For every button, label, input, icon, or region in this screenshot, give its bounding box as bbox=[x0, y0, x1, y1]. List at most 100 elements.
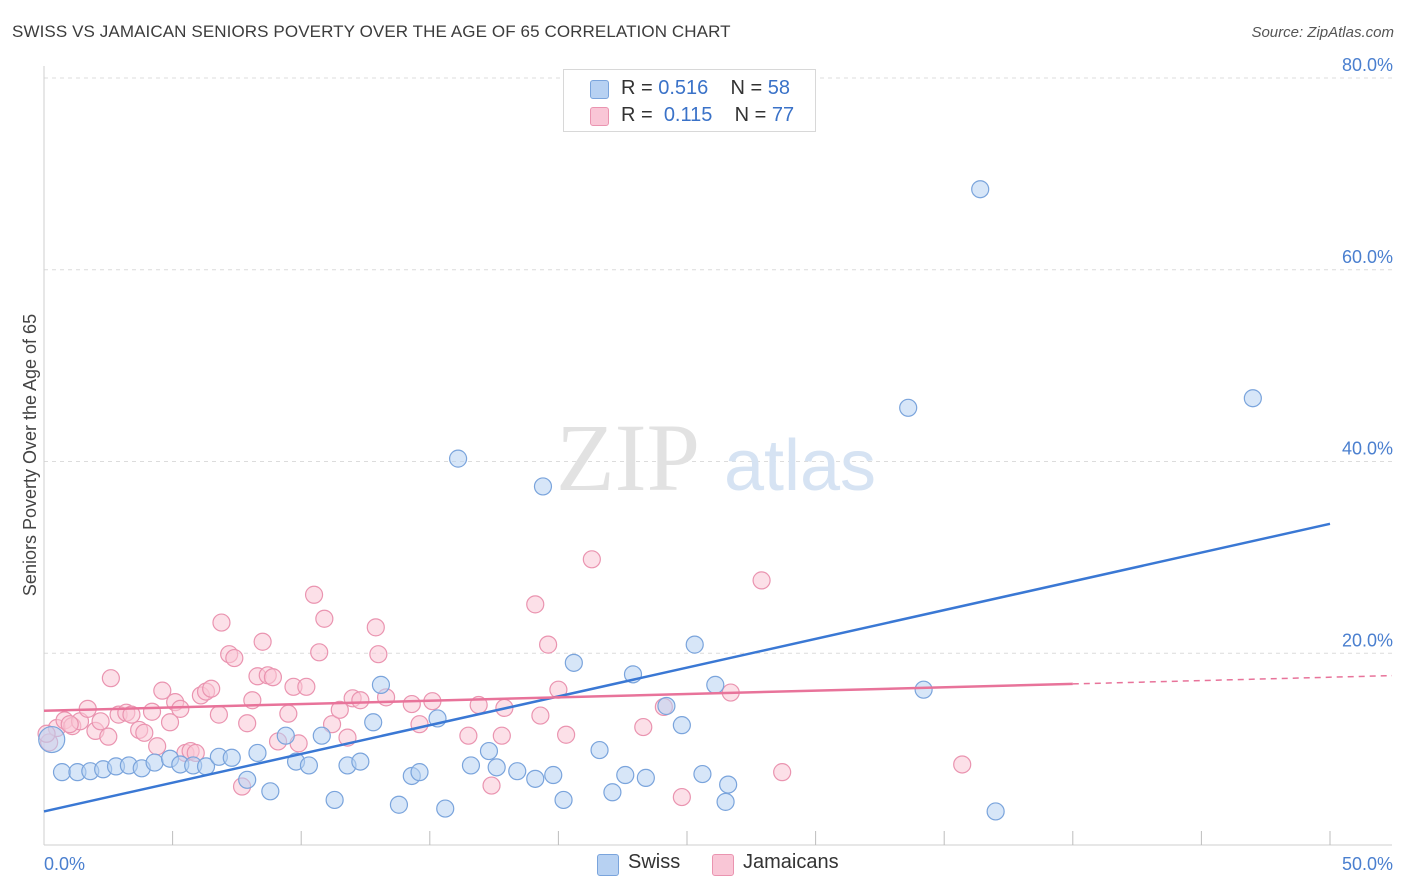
legend-swatch-swiss bbox=[590, 80, 609, 99]
jamaicans-point bbox=[330, 700, 349, 719]
legend-n-label: N = bbox=[734, 104, 767, 126]
jamaicans-point bbox=[304, 585, 324, 604]
swiss-trend-line bbox=[43, 522, 1331, 813]
jamaicans-point bbox=[526, 595, 545, 614]
jamaicans-point bbox=[459, 726, 478, 745]
legend-row-swiss: R = 0.516 N = 58 bbox=[564, 75, 815, 101]
swiss-point bbox=[38, 725, 66, 754]
source-label: Source: ZipAtlas.com bbox=[1251, 24, 1394, 41]
jamaicans-point bbox=[752, 571, 771, 590]
legend-swatch-jamaicans bbox=[590, 107, 609, 126]
bottom-legend-swatch-jamaicans bbox=[712, 854, 734, 876]
swiss-point bbox=[590, 740, 609, 760]
jamaicans-point bbox=[492, 726, 511, 745]
jamaicans-trend-extension bbox=[1072, 674, 1393, 685]
jamaicans-point bbox=[297, 677, 316, 696]
swiss-point bbox=[364, 713, 383, 732]
legend-r-label: R = bbox=[621, 104, 653, 126]
y-tick-label: 80.0% bbox=[1342, 55, 1393, 75]
jamaicans-point bbox=[212, 613, 231, 632]
jamaicans-point bbox=[160, 713, 180, 732]
jamaicans-point bbox=[369, 645, 388, 664]
swiss-point bbox=[461, 756, 481, 775]
jamaicans-point bbox=[539, 635, 558, 654]
jamaicans-point bbox=[253, 632, 272, 651]
jamaicans-point bbox=[99, 727, 118, 746]
swiss-point bbox=[564, 653, 583, 672]
jamaicans-point bbox=[402, 694, 421, 714]
swiss-point bbox=[410, 763, 429, 782]
jamaicans-point bbox=[634, 717, 653, 737]
x-tick-label: 0.0% bbox=[44, 854, 85, 874]
jamaicans-point bbox=[279, 704, 298, 723]
jamaicans-point bbox=[135, 723, 154, 742]
jamaicans-point bbox=[263, 668, 283, 687]
swiss-point bbox=[436, 799, 455, 818]
legend-row-jamaicans: R = 0.115 N = 77 bbox=[564, 102, 815, 128]
jamaicans-point bbox=[122, 705, 141, 724]
swiss-point bbox=[672, 716, 691, 735]
swiss-point bbox=[526, 769, 545, 788]
legend-r-label: R = bbox=[621, 77, 653, 99]
bottom-legend-swatch-swiss bbox=[597, 854, 619, 876]
swiss-point bbox=[657, 696, 676, 716]
jamaicans-point bbox=[225, 648, 244, 668]
swiss-points bbox=[38, 180, 1262, 821]
swiss-point bbox=[554, 790, 573, 810]
gridlines bbox=[44, 77, 1392, 654]
swiss-point bbox=[325, 790, 344, 810]
swiss-point bbox=[276, 726, 295, 745]
chart-title: SWISS VS JAMAICAN SENIORS POVERTY OVER T… bbox=[12, 22, 731, 41]
swiss-point bbox=[693, 764, 712, 784]
swiss-point bbox=[1243, 389, 1262, 408]
jamaicans-point bbox=[171, 699, 190, 718]
swiss-point bbox=[351, 752, 370, 771]
swiss-point bbox=[312, 726, 331, 745]
y-tick-label: 20.0% bbox=[1342, 630, 1393, 650]
swiss-point bbox=[299, 756, 319, 775]
swiss-point bbox=[238, 770, 257, 789]
legend-n-label: N = bbox=[730, 77, 763, 99]
swiss-point bbox=[448, 449, 468, 468]
swiss-point bbox=[248, 743, 267, 763]
jamaicans-point bbox=[351, 691, 370, 710]
jamaicans-point bbox=[322, 715, 342, 734]
swiss-point bbox=[222, 748, 241, 767]
swiss-point bbox=[716, 792, 735, 811]
swiss-point bbox=[533, 477, 553, 496]
jamaicans-point bbox=[153, 681, 172, 700]
jamaicans-point bbox=[142, 702, 162, 721]
x-tick-label: 50.0% bbox=[1342, 854, 1393, 874]
jamaicans-point bbox=[148, 737, 167, 756]
swiss-point bbox=[603, 783, 622, 802]
jamaicans-point bbox=[410, 715, 429, 734]
swiss-point bbox=[389, 795, 409, 814]
y-tick-label: 40.0% bbox=[1342, 439, 1393, 459]
legend-text-jamaicans: R = 0.115 N = 77 bbox=[621, 104, 794, 127]
trend-lines bbox=[43, 522, 1393, 813]
legend-r-value: 0.115 bbox=[663, 104, 713, 126]
jamaicans-point bbox=[482, 776, 501, 795]
swiss-point bbox=[899, 398, 918, 417]
swiss-point bbox=[371, 675, 391, 694]
swiss-point bbox=[685, 635, 704, 654]
swiss-point bbox=[636, 768, 655, 787]
swiss-point bbox=[971, 180, 990, 199]
swiss-point bbox=[479, 741, 499, 761]
swiss-point bbox=[616, 765, 635, 785]
swiss-point bbox=[261, 782, 280, 801]
jamaicans-trend-line bbox=[43, 682, 1073, 713]
jamaicans-point bbox=[310, 643, 329, 662]
swiss-point bbox=[487, 758, 506, 777]
jamaicans-point bbox=[315, 609, 334, 628]
swiss-point bbox=[145, 753, 164, 772]
jamaicans-point bbox=[557, 725, 576, 744]
swiss-point bbox=[544, 765, 563, 785]
jamaicans-point bbox=[582, 550, 601, 569]
jamaicans-point bbox=[209, 705, 228, 724]
y-tick-label: 60.0% bbox=[1342, 247, 1393, 267]
jamaicans-point bbox=[953, 755, 972, 774]
legend-n-value: 77 bbox=[771, 104, 795, 126]
jamaicans-point bbox=[91, 712, 110, 731]
swiss-point bbox=[986, 802, 1005, 821]
